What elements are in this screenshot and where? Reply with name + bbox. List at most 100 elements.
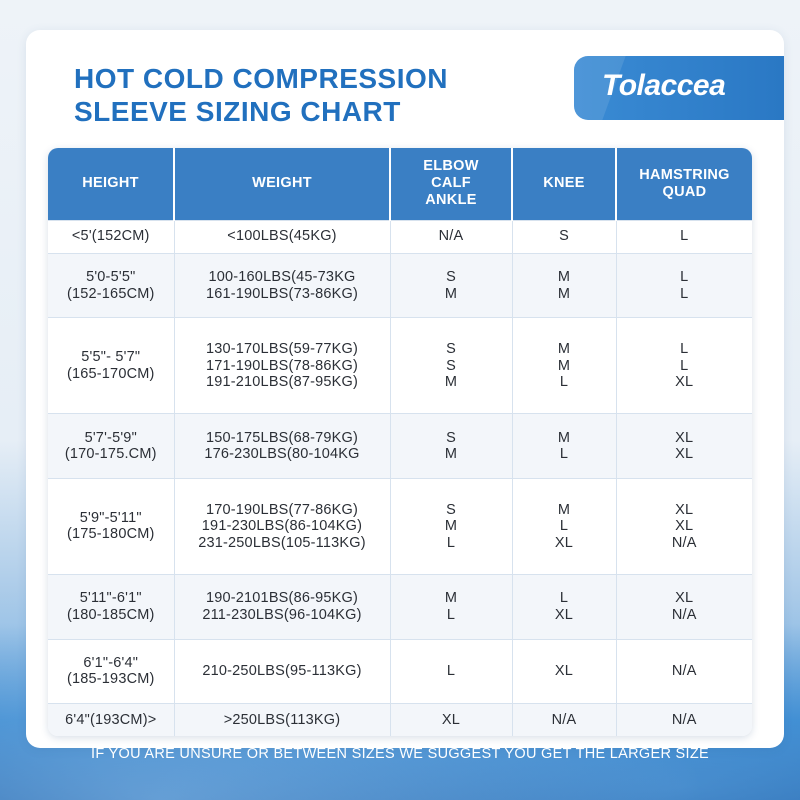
cell-line: 191-230LBS(86-104KG)	[201, 518, 363, 535]
cell-line: L	[446, 663, 456, 680]
cell-elbow-calf-ankle: L	[389, 639, 512, 704]
cell-line: XL	[554, 663, 574, 680]
page-title: HOT COLD COMPRESSION SLEEVE SIZING CHART	[74, 62, 534, 128]
cell-line: XL	[554, 606, 574, 623]
cell-line: L	[680, 285, 689, 302]
cell-line: N/A	[671, 663, 697, 680]
cell-line: <5'(152CM)	[71, 228, 150, 245]
title-line-2: SLEEVE SIZING CHART	[74, 96, 401, 127]
cell-knee: XL	[511, 639, 616, 704]
table-row: 5'7'-5'9" (170-175.CM) 150-175LBS(68-79KG)…	[48, 413, 752, 479]
cell-line: (152-165CM)	[66, 285, 155, 302]
title-line-1: HOT COLD COMPRESSION	[74, 63, 449, 94]
cell-hamstring-quad: XL XL N/A	[615, 478, 752, 575]
table-row: 5'0-5'5" (152-165CM) 100-160LBS(45-73KG 161…	[48, 253, 752, 318]
table-row: 6'4"(193CM)> >250LBS(113KG) XL N/A N/A	[48, 703, 752, 736]
cell-line: N/A	[671, 534, 697, 551]
cell-height: 6'4"(193CM)>	[48, 704, 174, 736]
cell-hamstring-quad: XL XL	[615, 413, 752, 479]
cell-line: M	[444, 446, 458, 463]
cell-line: N/A	[438, 228, 464, 245]
column-header-hamstring-quad: HAMSTRING QUAD	[615, 148, 752, 220]
column-header-knee: KNEE	[511, 148, 616, 220]
cell-height: 5'9"-5'11" (175-180CM)	[48, 478, 174, 574]
cell-weight: 190-2101BS(86-95KG) 211-230LBS(96-104KG)	[173, 574, 390, 640]
cell-line: M	[444, 374, 458, 391]
cell-line: XL	[675, 374, 694, 391]
cell-line: >250LBS(113KG)	[223, 711, 341, 728]
table-row: 5'9"-5'11" (175-180CM) 170-190LBS(77-86KG)…	[48, 478, 752, 575]
cell-line: 190-2101BS(86-95KG)	[205, 590, 359, 607]
cell-height: 5'7'-5'9" (170-175.CM)	[48, 414, 174, 479]
cell-knee: S	[511, 220, 616, 254]
cell-line: M	[557, 357, 571, 374]
cell-height: 5'0-5'5" (152-165CM)	[48, 253, 174, 318]
cell-weight: 100-160LBS(45-73KG 161-190LBS(73-86KG)	[173, 253, 390, 318]
column-header-line: ELBOW	[423, 158, 479, 175]
table-row: 5'5"- 5'7" (165-170CM) 130-170LBS(59-77KG)…	[48, 317, 752, 414]
cell-height: <5'(152CM)	[48, 220, 174, 253]
cell-line: 231-250LBS(105-113KG)	[198, 534, 366, 551]
cell-hamstring-quad: XL N/A	[615, 574, 752, 640]
cell-line: L	[680, 341, 689, 358]
cell-line: M	[444, 590, 458, 607]
column-header-height: HEIGHT	[48, 148, 174, 220]
cell-weight: 210-250LBS(95-113KG)	[173, 639, 390, 704]
cell-line: M	[557, 341, 571, 358]
column-header-elbow-calf-ankle: ELBOW CALF ANKLE	[389, 148, 512, 220]
cell-line: XL	[675, 429, 694, 446]
table-row: 6'1"-6'4" (185-193CM) 210-250LBS(95-113KG)…	[48, 639, 752, 704]
cell-hamstring-quad: L L XL	[615, 317, 752, 414]
cell-line: S	[446, 501, 456, 518]
cell-line: L	[559, 446, 569, 463]
cell-line: XL	[675, 501, 694, 518]
cell-line: 176-230LBS(80-104KG	[204, 446, 360, 463]
brand-name: Tolaccea	[602, 69, 726, 102]
column-header-line: CALF	[431, 175, 471, 192]
cell-line: 191-210LBS(87-95KG)	[205, 374, 359, 391]
cell-weight: 150-175LBS(68-79KG) 176-230LBS(80-104KG	[173, 413, 390, 479]
cell-line: M	[444, 285, 458, 302]
cell-line: N/A	[671, 711, 697, 728]
cell-line: (180-185CM)	[66, 606, 155, 623]
cell-line: 5'11"-6'1"	[79, 590, 142, 607]
cell-knee: L XL	[511, 574, 616, 640]
cell-line: 100-160LBS(45-73KG	[208, 269, 356, 286]
column-header-line: HAMSTRING	[639, 166, 730, 183]
cell-line: S	[446, 269, 456, 286]
column-header-line: WEIGHT	[252, 175, 312, 192]
cell-line: S	[559, 228, 569, 245]
cell-weight: >250LBS(113KG)	[173, 703, 390, 736]
cell-line: L	[680, 357, 689, 374]
cell-line: (185-193CM)	[66, 671, 155, 688]
cell-line: N/A	[671, 606, 697, 623]
cell-line: N/A	[551, 711, 577, 728]
cell-line: L	[559, 374, 569, 391]
cell-line: S	[446, 357, 456, 374]
cell-line: (170-175.CM)	[64, 446, 157, 463]
cell-line: L	[559, 518, 569, 535]
cell-line: 161-190LBS(73-86KG)	[205, 285, 359, 302]
cell-line: S	[446, 429, 456, 446]
cell-line: XL	[675, 518, 694, 535]
cell-line: M	[444, 518, 458, 535]
cell-line: 150-175LBS(68-79KG)	[205, 429, 359, 446]
table-header: HEIGHT WEIGHT ELBOW CALF ANKLE KNEE HAMSTRING Q…	[48, 148, 752, 220]
table-row: 5'11"-6'1" (180-185CM) 190-2101BS(86-95KG)…	[48, 574, 752, 640]
cell-line: M	[557, 285, 571, 302]
cell-line: L	[446, 606, 456, 623]
cell-hamstring-quad: N/A	[615, 703, 752, 736]
cell-line: XL	[554, 534, 574, 551]
cell-elbow-calf-ankle: N/A	[389, 220, 512, 254]
cell-line: L	[680, 228, 689, 245]
cell-line: M	[557, 429, 571, 446]
cell-height: 5'11"-6'1" (180-185CM)	[48, 574, 174, 639]
cell-height: 5'5"- 5'7" (165-170CM)	[48, 318, 174, 414]
cell-weight: 130-170LBS(59-77KG) 171-190LBS(78-86KG) 19…	[173, 317, 390, 414]
